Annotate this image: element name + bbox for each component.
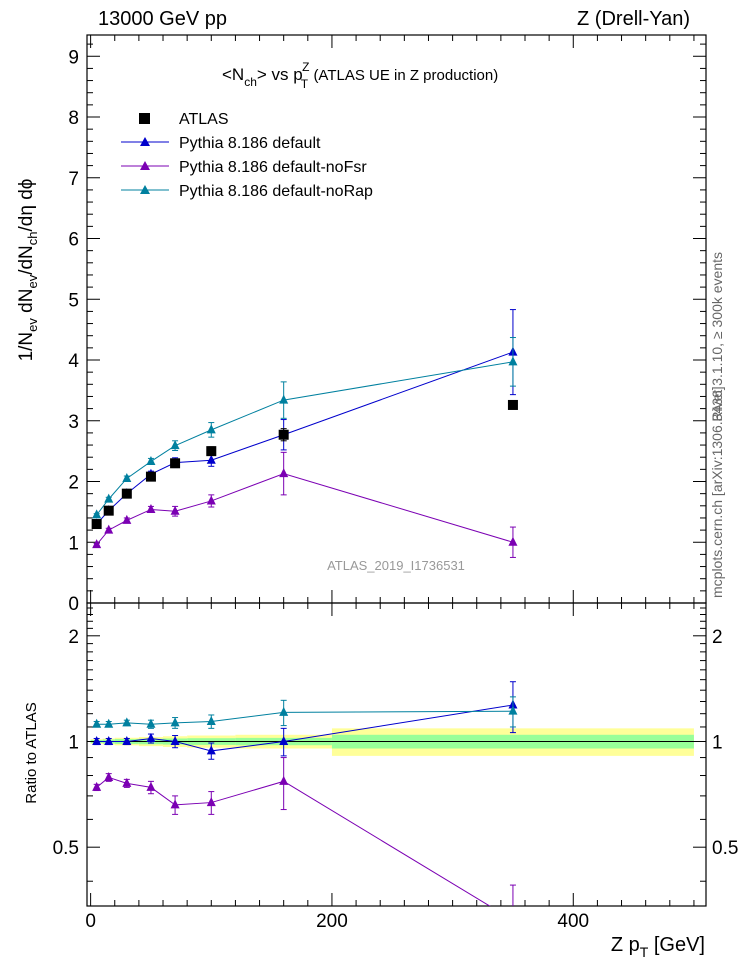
x-tick-label: 400 bbox=[557, 911, 589, 932]
ratio-y-tick-label: 0.5 bbox=[53, 838, 79, 859]
legend-marker-default bbox=[140, 137, 150, 146]
main-series-line bbox=[96, 351, 514, 525]
main-data-point bbox=[92, 509, 102, 519]
ratio-data-point bbox=[146, 718, 156, 728]
ratio-data-point bbox=[279, 775, 289, 785]
side-label-mcplots: mcplots.cern.ch [arXiv:1306.3436] bbox=[709, 386, 725, 598]
ratio-data-point bbox=[206, 716, 216, 726]
atlas-data-point bbox=[507, 399, 518, 410]
ratio-series-layer bbox=[92, 681, 518, 924]
main-y-tick-label: 9 bbox=[68, 47, 79, 68]
main-data-point bbox=[104, 524, 114, 534]
ratio-data-point bbox=[508, 705, 518, 715]
main-data-point bbox=[279, 468, 289, 478]
main-y-tick-label: 4 bbox=[68, 351, 79, 372]
ratio-data-point bbox=[279, 735, 289, 745]
main-data-point bbox=[206, 495, 216, 505]
atlas-data-point bbox=[103, 505, 114, 516]
atlas-data-point bbox=[145, 471, 156, 482]
ratio-y-tick-label: 1 bbox=[68, 732, 79, 753]
main-data-point bbox=[206, 454, 216, 464]
main-data-point bbox=[92, 539, 102, 549]
ratio-data-point bbox=[92, 718, 102, 728]
ratio-data-point bbox=[206, 797, 216, 807]
ratio-data-point bbox=[92, 781, 102, 791]
ratio-series-line bbox=[96, 704, 514, 752]
ratio-data-point bbox=[104, 735, 114, 745]
legend-label-default: Pythia 8.186 default bbox=[179, 135, 321, 152]
legend-label-nofsr: Pythia 8.186 default-noFsr bbox=[179, 159, 367, 176]
main-y-tick-label: 8 bbox=[68, 108, 79, 129]
main-data-point bbox=[146, 503, 156, 513]
main-y-tick-label: 7 bbox=[68, 169, 79, 190]
main-series-line bbox=[96, 361, 514, 516]
atlas-data-point bbox=[91, 519, 102, 530]
analysis-watermark: ATLAS_2019_I1736531 bbox=[327, 558, 465, 573]
process-label: Z (Drell-Yan) bbox=[577, 8, 690, 30]
main-data-point bbox=[122, 472, 132, 482]
ratio-y-tick-label-right: 0.5 bbox=[712, 838, 738, 859]
ratio-series-line bbox=[96, 710, 513, 725]
main-y-tick-label: 1 bbox=[68, 533, 79, 554]
ratio-data-point bbox=[104, 718, 114, 728]
atlas-data-point bbox=[278, 429, 289, 440]
main-data-point bbox=[146, 455, 156, 465]
ratio-data-point bbox=[92, 735, 102, 745]
main-y-tick-label: 0 bbox=[68, 594, 79, 615]
atlas-data-point bbox=[206, 446, 217, 457]
ratio-data-point bbox=[279, 706, 289, 716]
ratio-data-point bbox=[122, 735, 132, 745]
ratio-series-line bbox=[96, 776, 491, 906]
x-tick-label: 200 bbox=[316, 911, 348, 932]
main-data-point bbox=[170, 440, 180, 450]
ratio-y-tick-label-right: 1 bbox=[712, 732, 723, 753]
ratio-data-point bbox=[508, 915, 517, 924]
atlas-data-point bbox=[170, 458, 181, 469]
main-data-point bbox=[206, 424, 216, 434]
legend-label-atlas: ATLAS bbox=[179, 111, 229, 128]
ratio-y-tick-label: 2 bbox=[68, 627, 79, 648]
main-data-point bbox=[122, 514, 132, 524]
main-y-tick-label: 6 bbox=[68, 230, 79, 251]
ratio-data-point bbox=[170, 717, 180, 727]
atlas-data-point bbox=[121, 488, 132, 499]
energy-label: 13000 GeV pp bbox=[98, 8, 227, 30]
main-y-tick-label: 3 bbox=[68, 412, 79, 433]
main-series-line bbox=[96, 473, 514, 546]
main-y-axis-label: 1/Nev dNev/dNch/dη dϕ bbox=[16, 179, 40, 362]
plot-title: <Nch> vs pTZ (ATLAS UE in Z production) bbox=[222, 60, 498, 91]
main-data-point bbox=[279, 394, 289, 404]
ratio-frame bbox=[86, 602, 707, 907]
main-y-tick-label: 2 bbox=[68, 473, 79, 494]
main-data-point bbox=[508, 536, 518, 546]
main-series-layer bbox=[91, 309, 518, 558]
ratio-axes: 0 200 400 0.5 0.5 1 1 2 2 bbox=[53, 603, 738, 932]
main-data-point bbox=[508, 356, 518, 366]
legend-marker-norap bbox=[140, 185, 150, 194]
main-y-tick-label: 5 bbox=[68, 290, 79, 311]
ratio-y-tick-label-right: 2 bbox=[712, 627, 723, 648]
ratio-data-point bbox=[104, 771, 114, 781]
main-data-point bbox=[170, 505, 180, 515]
ratio-y-axis-label: Ratio to ATLAS bbox=[23, 702, 40, 803]
legend-marker-nofsr bbox=[140, 161, 150, 170]
ratio-data-point bbox=[170, 799, 180, 809]
main-data-point bbox=[104, 493, 114, 503]
x-tick-label: 0 bbox=[85, 911, 96, 932]
ratio-data-point bbox=[206, 745, 216, 755]
ratio-uncertainty-band bbox=[90, 728, 694, 756]
ratio-data-point bbox=[170, 735, 180, 745]
side-label-rivet: Rivet 3.1.10, ≥ 300k events bbox=[709, 252, 725, 422]
legend: ATLAS Pythia 8.186 default Pythia 8.186 … bbox=[121, 111, 373, 200]
main-axes: 0 1 2 3 4 5 6 7 8 9 bbox=[68, 35, 706, 615]
ratio-data-point bbox=[122, 777, 132, 787]
ratio-data-point bbox=[146, 781, 156, 791]
x-axis-label: Z pT [GeV] bbox=[611, 934, 705, 960]
legend-label-norap: Pythia 8.186 default-noRap bbox=[179, 183, 373, 200]
legend-marker-atlas bbox=[139, 113, 150, 124]
ratio-data-point bbox=[146, 732, 156, 742]
ratio-data-point bbox=[122, 717, 132, 727]
